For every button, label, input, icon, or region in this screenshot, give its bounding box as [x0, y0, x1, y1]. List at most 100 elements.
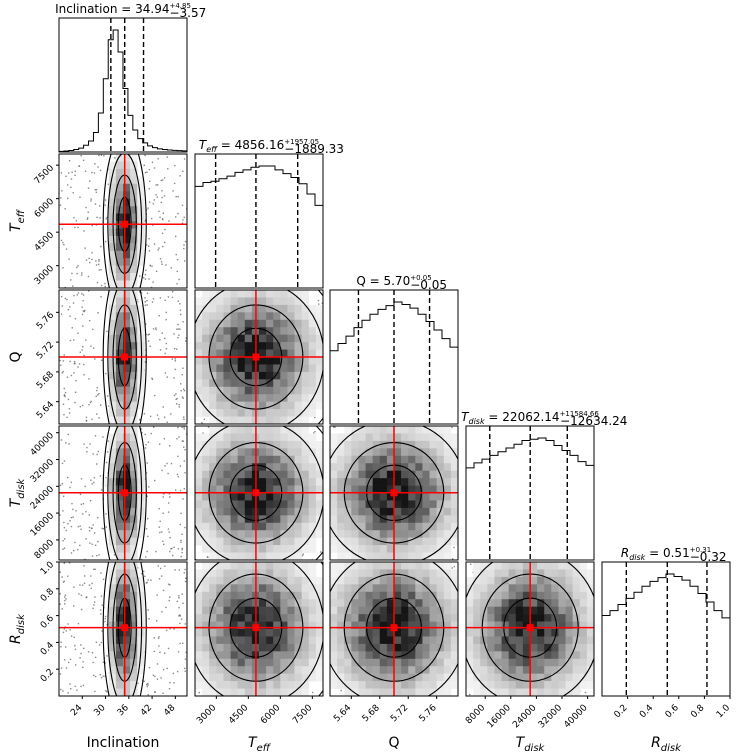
- panel-teff-vs-q: [194, 289, 324, 425]
- title-minus-tdisk: −12634.24: [560, 414, 627, 428]
- panel-inc-vs-tdisk: [58, 425, 188, 561]
- panel-frame: [194, 289, 324, 425]
- panel-frame: [58, 561, 188, 697]
- ylabel-tdisk: Tdisk: [8, 477, 27, 507]
- hist-teff: [194, 165, 324, 288]
- panel-inc: Inclination = 34.94+4.85−3.57: [55, 2, 206, 153]
- panel-q: Q = 5.70+0.05−0.05: [329, 274, 459, 425]
- panel-inc-vs-rdisk: [58, 561, 188, 697]
- panel-frame: [329, 561, 459, 697]
- ytick-q-2: 5.72: [35, 340, 56, 361]
- truth-point-inc-rdisk: [121, 624, 129, 632]
- hist-inc: [58, 29, 188, 152]
- xtick-q-2: 5.72: [389, 703, 410, 724]
- ytick-rdisk-2: 0.6: [39, 613, 56, 630]
- panel-frame: [194, 425, 324, 561]
- truth-point-inc-q: [121, 353, 129, 361]
- xtick-tdisk-2: 24000: [511, 703, 539, 731]
- truth-point-tdisk-rdisk: [526, 624, 534, 632]
- panel-frame: [465, 425, 595, 561]
- truth-point-q-rdisk: [390, 624, 398, 632]
- xtick-teff-1: 4500: [227, 703, 250, 726]
- xtick-tdisk-0: 8000: [464, 703, 487, 726]
- truth-point-inc-teff: [121, 220, 129, 228]
- ytick-teff-2: 6000: [33, 197, 56, 220]
- panel-frame: [601, 561, 731, 697]
- hist-tdisk: [465, 437, 595, 560]
- hist-rdisk: [601, 573, 731, 696]
- xtick-q-3: 5.76: [418, 703, 439, 724]
- xtick-rdisk-1: 0.4: [638, 703, 655, 720]
- panel-tdisk-vs-rdisk: [465, 561, 595, 697]
- xtick-teff-2: 6000: [259, 703, 282, 726]
- ytick-q-3: 5.76: [35, 310, 56, 331]
- ytick-q-1: 5.68: [35, 370, 56, 391]
- ytick-teff-0: 3000: [33, 264, 56, 287]
- ytick-tdisk-4: 40000: [29, 431, 57, 459]
- panel-teff-vs-tdisk: [194, 425, 324, 561]
- xlabel-tdisk: Tdisk: [516, 735, 546, 754]
- title-minus-teff: −1889.33: [284, 142, 344, 156]
- xtick-tdisk-1: 16000: [486, 703, 514, 731]
- xtick-rdisk-3: 0.8: [689, 703, 706, 720]
- title-minus-rdisk: −0.32: [690, 550, 727, 564]
- panel-frame: [58, 289, 188, 425]
- panel-tdisk: Tdisk = 22062.14+11584.66−12634.24: [461, 410, 627, 561]
- truth-point-q-tdisk: [390, 489, 398, 497]
- ytick-tdisk-0: 8000: [33, 538, 56, 561]
- ytick-rdisk-3: 0.8: [39, 587, 56, 604]
- xtick-inc-1: 30: [92, 703, 107, 718]
- xtick-rdisk-0: 0.2: [613, 703, 630, 720]
- xtick-rdisk-2: 0.6: [664, 703, 681, 720]
- xtick-q-1: 5.68: [361, 703, 382, 724]
- title-q: Q = 5.70+0.05: [356, 274, 431, 288]
- xtick-inc-3: 42: [139, 703, 154, 718]
- panel-rdisk: Rdisk = 0.51+0.31−0.32: [601, 546, 731, 697]
- xtick-tdisk-4: 40000: [562, 703, 590, 731]
- hist-q: [329, 301, 459, 424]
- truth-point-teff-tdisk: [252, 489, 260, 497]
- xlabel-inc: Inclination: [87, 735, 160, 751]
- panel-q-vs-tdisk: [329, 425, 459, 561]
- panel-teff-vs-rdisk: [194, 561, 324, 697]
- panel-frame: [58, 17, 188, 153]
- ytick-tdisk-1: 16000: [29, 511, 57, 539]
- panel-frame: [194, 153, 324, 289]
- xtick-rdisk-4: 1.0: [715, 703, 732, 720]
- ytick-rdisk-1: 0.4: [39, 640, 56, 657]
- ylabel-teff: Teff: [8, 208, 27, 232]
- title-rdisk: Rdisk = 0.51+0.31: [621, 546, 711, 562]
- xtick-inc-4: 48: [162, 703, 177, 718]
- panel-frame: [58, 153, 188, 289]
- ytick-rdisk-4: 1.0: [39, 560, 56, 577]
- title-minus-q: −0.05: [410, 278, 447, 292]
- xlabel-q: Q: [388, 735, 399, 751]
- panel-inc-vs-teff: [58, 153, 188, 289]
- scatter-inc-rdisk: [59, 562, 187, 696]
- ytick-teff-1: 4500: [33, 230, 56, 253]
- xlabel-teff: Teff: [248, 735, 272, 754]
- panel-frame: [194, 561, 324, 697]
- ytick-q-0: 5.64: [35, 400, 56, 421]
- xlabel-rdisk: Rdisk: [651, 735, 682, 754]
- title-tdisk: Tdisk = 22062.14+11584.66: [461, 410, 599, 426]
- ylabel-q: Q: [8, 351, 24, 362]
- ytick-teff-3: 7500: [33, 163, 56, 186]
- ytick-rdisk-0: 0.2: [39, 667, 56, 684]
- ytick-tdisk-2: 24000: [29, 484, 57, 512]
- panel-frame: [329, 425, 459, 561]
- xtick-tdisk-3: 32000: [537, 703, 565, 731]
- truth-point-inc-tdisk: [121, 489, 129, 497]
- panel-q-vs-rdisk: [329, 561, 459, 697]
- panel-frame: [58, 425, 188, 561]
- title-inc: Inclination = 34.94+4.85: [55, 2, 191, 16]
- truth-point-teff-q: [252, 353, 260, 361]
- xtick-inc-0: 24: [69, 703, 84, 718]
- ytick-tdisk-3: 32000: [29, 457, 57, 485]
- xtick-teff-0: 3000: [195, 703, 218, 726]
- panel-teff: Teff = 4856.16+1957.05−1889.33: [194, 138, 344, 289]
- title-teff: Teff = 4856.16+1957.05: [199, 138, 319, 154]
- xtick-inc-2: 36: [116, 703, 131, 718]
